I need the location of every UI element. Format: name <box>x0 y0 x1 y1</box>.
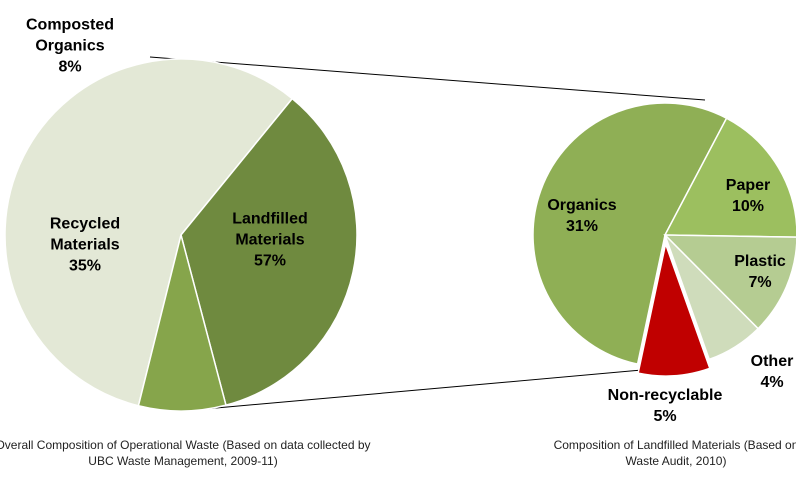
slice-value: 4% <box>760 374 784 391</box>
slice-category: Other <box>750 353 794 370</box>
slice-label: Paper 10% <box>708 175 788 217</box>
slice-category: Composted Organics <box>26 16 114 55</box>
pie-slice <box>532 102 728 366</box>
slice-category: Organics <box>547 197 617 214</box>
pie-slice <box>663 234 796 330</box>
slice-label: Organics 31% <box>537 195 627 237</box>
pie-slice <box>137 234 227 412</box>
pie-slice <box>664 234 760 361</box>
slice-value: 31% <box>565 218 599 235</box>
slice-value: 8% <box>58 58 82 76</box>
slice-label: Landfilled Materials 57% <box>215 209 325 272</box>
slice-value: 5% <box>653 408 677 425</box>
slice-label: Plastic 7% <box>720 251 796 293</box>
slice-value: 35% <box>68 257 102 275</box>
slice-label: Composted Organics 8% <box>5 15 135 78</box>
pie-slice <box>4 58 294 407</box>
slice-category: Recycled Materials <box>49 215 121 254</box>
slice-label: Non-recyclable 5% <box>580 385 750 427</box>
slice-value: 7% <box>748 274 772 291</box>
slice-label: Recycled Materials 35% <box>35 214 135 277</box>
slice-label: Other 4% <box>742 351 796 393</box>
slice-category: Plastic <box>734 253 786 270</box>
slice-category: Non-recyclable <box>607 387 723 404</box>
slice-value: 57% <box>253 252 287 270</box>
connector <box>204 369 643 410</box>
slice-category: Paper <box>725 177 771 194</box>
chart-title: Composition of Landfilled Materials (Bas… <box>553 438 796 468</box>
pie-slice <box>180 97 358 407</box>
pie-slice <box>637 241 711 377</box>
slice-category: Landfilled Materials <box>232 210 308 249</box>
chart-title: Overall Composition of Operational Waste… <box>0 438 371 468</box>
slice-value: 10% <box>731 198 765 215</box>
connector <box>149 56 706 101</box>
pie-slice <box>663 117 796 238</box>
